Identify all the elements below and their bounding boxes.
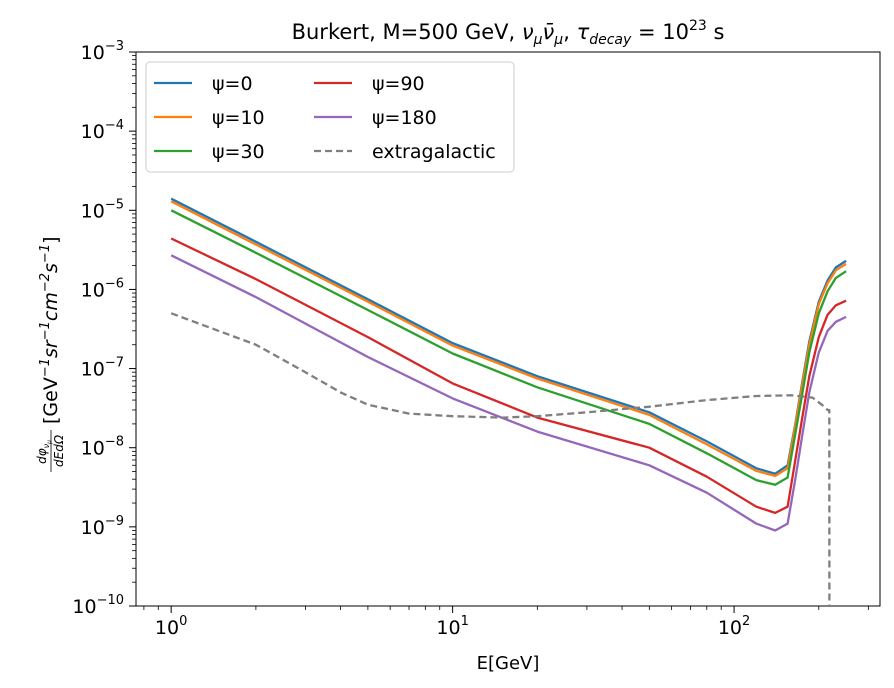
series-line-2 xyxy=(170,209,847,486)
series-line-3 xyxy=(170,237,847,515)
y-tick-label-2: 10−8 xyxy=(81,435,124,460)
y-tick-label-7: 10−3 xyxy=(81,39,124,64)
axis-ticks xyxy=(129,51,869,613)
legend: ψ=0 ψ=10 ψ=30 ψ=90 ψ=180 extragalactic xyxy=(145,61,515,173)
y-tick-label-1: 10−9 xyxy=(81,514,124,539)
legend-label-4: ψ=180 xyxy=(372,107,437,129)
svg-text:dφνμ: dφνμ xyxy=(35,440,53,464)
plot-area xyxy=(135,51,881,607)
y-tick-label-3: 10−7 xyxy=(81,356,124,381)
legend-label-1: ψ=10 xyxy=(212,107,265,129)
legend-label-2: ψ=30 xyxy=(212,141,265,163)
y-tick-label-5: 10−5 xyxy=(81,197,124,222)
series-line-5 xyxy=(170,312,831,606)
series-lines xyxy=(170,197,847,606)
series-line-4 xyxy=(170,254,847,532)
x-axis-label: E[GeV] xyxy=(477,653,540,674)
series-line-0 xyxy=(170,197,847,475)
chart-title: Burkert, M=500 GeV, νμν̄μ, τdecay = 1023… xyxy=(292,18,725,48)
y-tick-label-6: 10−4 xyxy=(81,118,124,143)
x-tick-label-1: 101 xyxy=(436,614,468,639)
y-tick-label-0: 10−10 xyxy=(72,593,124,618)
y-tick-label-4: 10−6 xyxy=(81,276,124,301)
legend-label-5: extragalactic xyxy=(372,141,496,163)
series-line-1 xyxy=(170,200,847,478)
y-axis-label: dφνμ dEdΩ [GeV−1sr−1cm−2s−1] xyxy=(35,236,66,472)
svg-text:[GeV−1sr−1cm−2s−1]: [GeV−1sr−1cm−2s−1] xyxy=(38,236,62,424)
legend-label-3: ψ=90 xyxy=(372,73,425,95)
x-tick-label-0: 100 xyxy=(155,614,187,639)
svg-text:dEdΩ: dEdΩ xyxy=(52,434,66,467)
legend-label-0: ψ=0 xyxy=(212,73,253,95)
tick-labels: 100 101 102 10−10 10−9 10−8 10−7 10−6 10−5 10−4 10… xyxy=(72,39,750,639)
x-tick-label-2: 102 xyxy=(718,614,750,639)
